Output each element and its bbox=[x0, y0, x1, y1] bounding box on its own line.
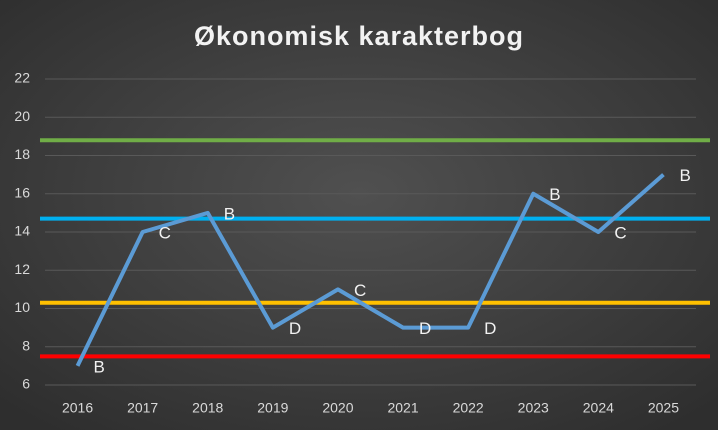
x-tick-label: 2016 bbox=[62, 400, 93, 416]
y-tick-label: 18 bbox=[14, 146, 30, 162]
point-label: B bbox=[224, 204, 235, 223]
x-tick-label: 2020 bbox=[322, 400, 353, 416]
x-tick-label: 2025 bbox=[648, 400, 679, 416]
x-tick-label: 2017 bbox=[127, 400, 158, 416]
x-tick-label: 2022 bbox=[453, 400, 484, 416]
y-tick-label: 22 bbox=[14, 70, 30, 86]
chart-title: Økonomisk karakterbog bbox=[194, 21, 524, 51]
data-line bbox=[75, 173, 665, 367]
point-label: D bbox=[484, 319, 496, 338]
x-tick-label: 2018 bbox=[192, 400, 223, 416]
point-label: C bbox=[354, 281, 366, 300]
point-label: B bbox=[679, 166, 690, 185]
x-tick-label: 2024 bbox=[583, 400, 614, 416]
point-label: B bbox=[549, 185, 560, 204]
point-label: D bbox=[289, 319, 301, 338]
x-tick-label: 2019 bbox=[257, 400, 288, 416]
y-tick-label: 8 bbox=[22, 337, 30, 353]
y-tick-label: 10 bbox=[14, 299, 30, 315]
y-tick-label: 20 bbox=[14, 108, 30, 124]
x-tick-label: 2023 bbox=[518, 400, 549, 416]
point-label: B bbox=[94, 357, 105, 376]
y-tick-label: 12 bbox=[14, 261, 30, 277]
y-tick-label: 16 bbox=[14, 184, 30, 200]
x-tick-label: 2021 bbox=[387, 400, 418, 416]
point-label: D bbox=[419, 319, 431, 338]
point-label: C bbox=[159, 223, 171, 242]
y-tick-label: 14 bbox=[14, 223, 30, 239]
y-tick-label: 6 bbox=[22, 376, 30, 392]
point-label: C bbox=[614, 223, 626, 242]
